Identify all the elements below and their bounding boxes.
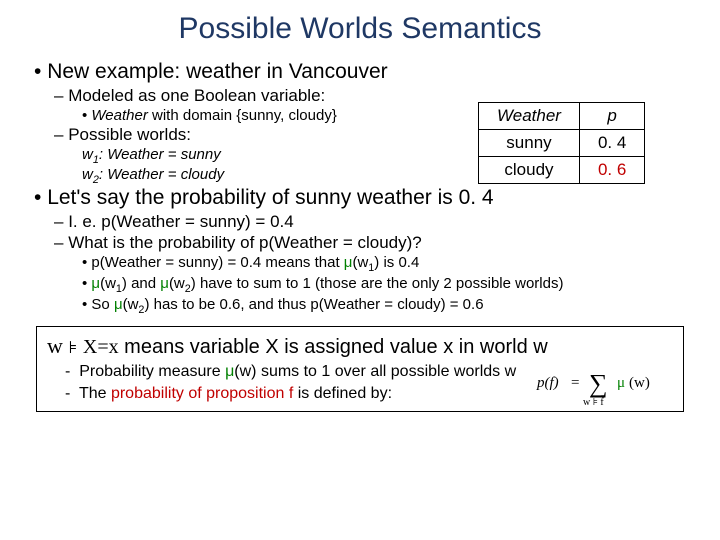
table-header-p: p [579,103,644,130]
definition-head: w ⊧ X=x means variable X is assigned val… [47,333,673,359]
weather-domain-pre: Weather [91,107,147,124]
cell-cloudy: cloudy [479,157,580,184]
bullet-lets-say: Let's say the probability of sunny weath… [34,186,700,210]
explain-2: μ(w1) and μ(w2) have to sum to 1 (those … [82,275,700,295]
formula-image: p(f) = ∑ w ⊧ f μ (w) [535,363,675,407]
def-line1b: (w) sums to 1 over all possible worlds w [234,363,516,380]
mu-icon: μ [91,275,100,292]
probability-table: Weather p sunny 0. 4 cloudy 0. 6 [478,102,645,184]
bullet-what-is: What is the probability of p(Weather = c… [54,233,700,253]
exp1-b: (w [352,254,368,271]
formula-eq: = [571,375,579,391]
cell-sunny: sunny [479,130,580,157]
mu-icon: μ [225,363,234,380]
bullet-example: New example: weather in Vancouver [34,60,700,84]
mu-icon: μ [160,275,169,292]
def-line2b: probability of proposition f [111,385,293,402]
explain-1: p(Weather = sunny) = 0.4 means that μ(w1… [82,254,700,274]
exp1-a: p(Weather = sunny) = 0.4 means that [91,254,343,271]
mu-icon: μ [114,296,123,313]
table-header-weather: Weather [479,103,580,130]
exp2-d: ) have to sum to 1 (those are the only 2… [191,275,564,292]
formula-under: w ⊧ f [583,397,604,407]
formula-w: (w) [629,375,650,391]
slide-title: Possible Worlds Semantics [20,12,700,46]
def-line2c: is defined by: [293,385,392,402]
def-xeq: X=x [83,336,119,358]
weather-domain-post: with domain {sunny, cloudy} [148,107,337,124]
explain-3: So μ(w2) has to be 0.6, and thus p(Weath… [82,296,700,316]
cell-sunny-p: 0. 4 [579,130,644,157]
cell-cloudy-p: 0. 6 [579,157,644,184]
w2-post: : Weather = cloudy [99,166,224,183]
models-symbol: ⊧ [68,338,77,357]
formula-mu: μ [617,375,625,391]
def-w: w [47,333,63,358]
exp1-c: ) is 0.4 [374,254,419,271]
exp3-a: So [91,296,114,313]
definition-box: w ⊧ X=x means variable X is assigned val… [36,326,684,412]
w1-pre: w [82,146,93,163]
def-line2a: The [79,385,111,402]
table-row: sunny 0. 4 [479,130,645,157]
exp3-c: ) has to be 0.6, and thus p(Weather = cl… [144,296,483,313]
exp2-a: (w [100,275,116,292]
def-rest: means variable X is assigned value x in … [119,336,548,358]
def-line1a: Probability measure [79,363,225,380]
sigma-icon: ∑ [589,369,608,398]
exp2-c: (w [169,275,185,292]
bullet-ie: I. e. p(Weather = sunny) = 0.4 [54,212,700,232]
exp3-b: (w [123,296,139,313]
w1-post: : Weather = sunny [99,146,221,163]
w2-pre: w [82,166,93,183]
table-row: cloudy 0. 6 [479,157,645,184]
formula-pf: p(f) [536,375,559,391]
exp2-b: ) and [122,275,160,292]
